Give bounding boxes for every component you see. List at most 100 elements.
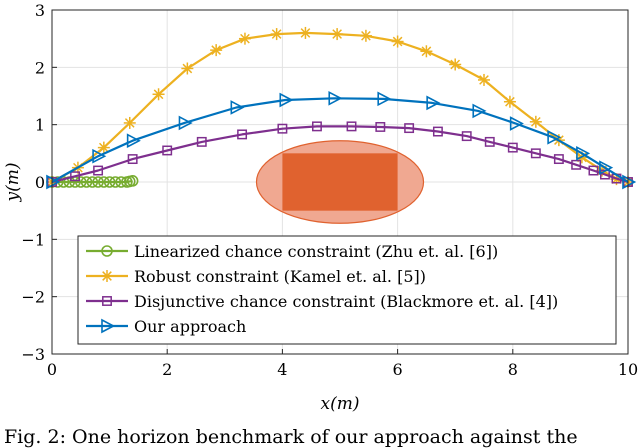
data-point	[375, 122, 386, 132]
legend-item: Robust constraint (Kamel et. al. [5])	[86, 267, 426, 286]
data-point	[86, 176, 99, 188]
star-stroke	[332, 29, 342, 39]
data-point	[279, 92, 294, 108]
data-point	[432, 126, 443, 137]
star-stroke	[124, 118, 135, 128]
data-point	[426, 95, 441, 111]
data-point	[277, 123, 288, 134]
legend-item: Disjunctive chance constraint (Blackmore…	[86, 292, 558, 311]
star-stroke	[271, 29, 282, 39]
data-point	[75, 176, 87, 188]
data-point	[331, 28, 344, 41]
data-point	[230, 100, 245, 115]
data-point	[359, 29, 372, 42]
data-point	[404, 123, 415, 134]
data-point	[162, 145, 173, 156]
y-tick-label: 3	[35, 1, 45, 20]
data-point	[509, 116, 524, 131]
data-point	[181, 62, 194, 75]
x-tick-label: 8	[508, 360, 518, 379]
data-point	[210, 44, 223, 57]
figure-caption: Fig. 2: One horizon benchmark of our app…	[4, 426, 578, 448]
data-point	[472, 103, 487, 119]
legend: Linearized chance constraint (Zhu et. al…	[77, 235, 617, 345]
data-point	[377, 91, 392, 107]
legend-label: Our approach	[134, 317, 246, 336]
data-point	[420, 45, 433, 58]
data-point	[478, 73, 490, 86]
legend-box	[77, 235, 617, 345]
data-point	[553, 154, 564, 165]
legend-item: Linearized chance constraint (Zhu et. al…	[86, 242, 498, 261]
data-point	[270, 28, 283, 41]
data-point	[503, 95, 516, 108]
star-stroke	[530, 116, 541, 127]
data-point	[299, 26, 312, 39]
data-point	[196, 136, 207, 147]
y-tick-label: 1	[35, 116, 45, 135]
data-point	[92, 148, 107, 164]
data-point	[98, 176, 110, 188]
series-4	[46, 90, 637, 190]
legend-item: Our approach	[86, 317, 246, 336]
y-tick-label: −3	[21, 345, 45, 364]
y-tick-label: 0	[35, 173, 45, 192]
data-point	[46, 174, 61, 190]
series-line	[51, 97, 629, 183]
x-tick-label: 4	[277, 360, 287, 379]
data-point	[109, 176, 122, 188]
y-tick-label: −1	[21, 230, 45, 249]
data-point	[103, 176, 116, 188]
y-axis-label: y(m)	[3, 163, 23, 203]
data-point	[80, 176, 93, 188]
data-point	[115, 176, 127, 188]
data-point	[238, 32, 251, 45]
data-point	[530, 148, 541, 159]
data-point	[507, 142, 518, 153]
legend-label: Robust constraint (Kamel et. al. [5])	[134, 267, 426, 286]
x-axis-label: x(m)	[321, 394, 360, 414]
data-point	[70, 171, 80, 182]
x-tick-label: 6	[393, 360, 403, 379]
star-stroke	[102, 271, 112, 281]
data-point	[484, 136, 495, 147]
data-point	[346, 121, 357, 132]
series-line	[51, 125, 629, 184]
data-point	[576, 146, 591, 161]
legend-label: Linearized chance constraint (Zhu et. al…	[134, 242, 498, 261]
data-point	[127, 154, 138, 165]
star-stroke	[479, 75, 489, 85]
data-point	[449, 58, 462, 71]
data-point	[92, 176, 104, 188]
legend-marker	[102, 296, 112, 306]
data-point	[547, 129, 562, 145]
obstacle-rect	[282, 153, 398, 211]
data-point	[97, 141, 110, 154]
data-point	[126, 133, 141, 149]
star-stroke	[421, 46, 432, 57]
x-tick-label: 0	[47, 360, 57, 379]
legend-marker	[101, 318, 116, 334]
x-tick-label: 10	[618, 360, 638, 379]
star-stroke	[211, 45, 222, 55]
legend-label: Disjunctive chance constraint (Blackmore…	[134, 292, 558, 311]
data-point	[622, 174, 637, 190]
data-point	[237, 129, 248, 140]
star-stroke	[361, 30, 371, 41]
star-stroke	[98, 142, 109, 153]
data-point	[529, 115, 542, 128]
data-point	[599, 160, 614, 175]
obstacle	[255, 140, 425, 224]
series-group	[46, 26, 637, 190]
star-stroke	[392, 36, 403, 47]
data-point	[461, 131, 472, 142]
star-stroke	[505, 96, 515, 107]
y-tick-label: −2	[21, 288, 45, 307]
legend-marker	[101, 245, 113, 257]
plot-frame	[51, 9, 629, 355]
star-stroke	[300, 28, 311, 38]
legend-marker	[101, 270, 113, 282]
data-point	[123, 116, 136, 129]
